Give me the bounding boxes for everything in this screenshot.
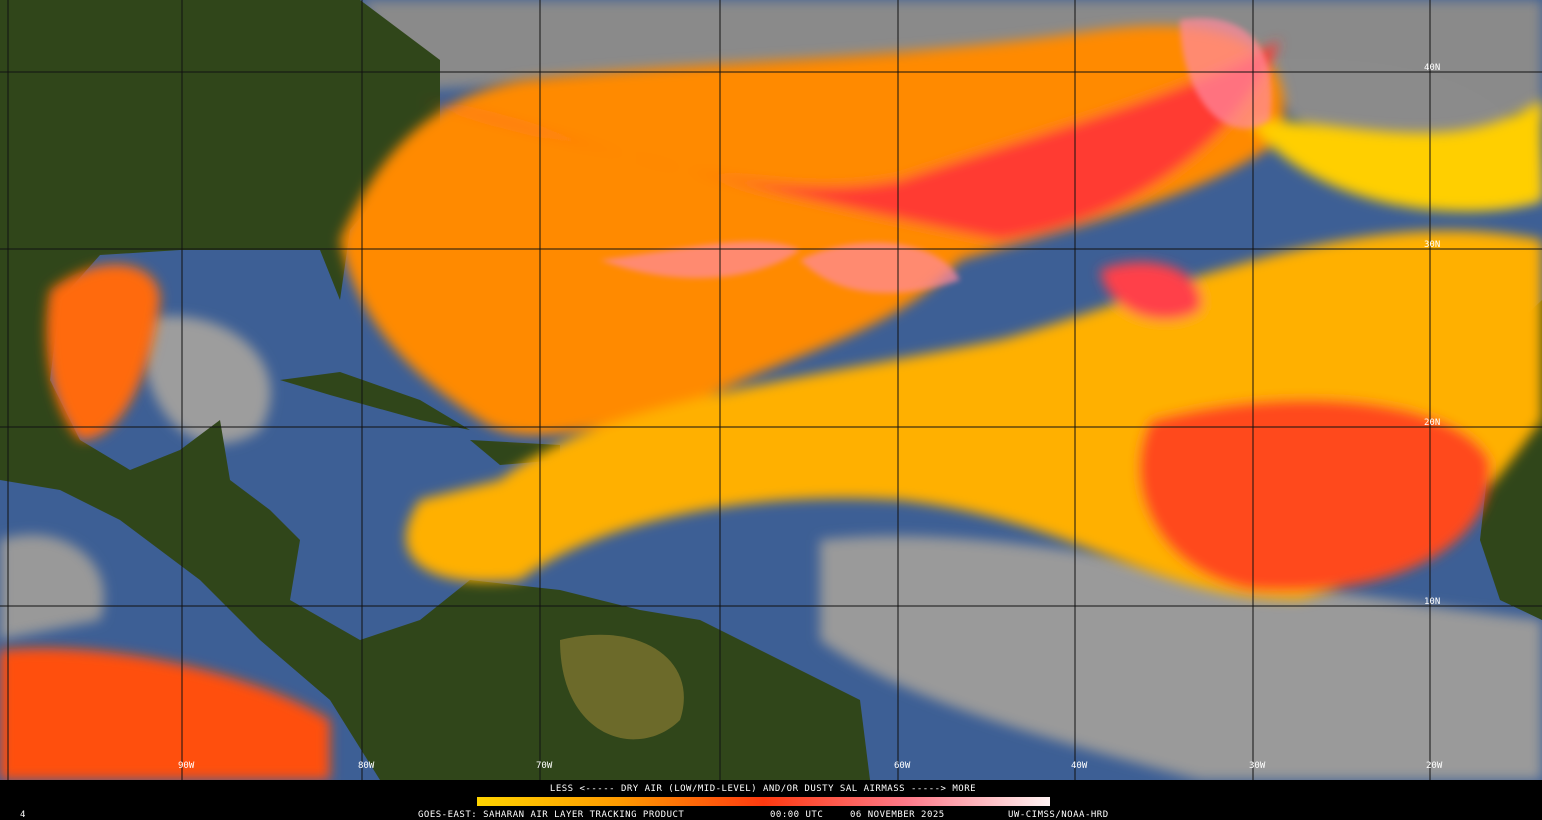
latitude-label: 20N — [1424, 418, 1440, 428]
latitude-labels: 40N 30N 20N 10N — [1424, 63, 1440, 607]
color-scale — [477, 797, 1050, 806]
longitude-label: 60W — [894, 761, 911, 771]
legend: LESS <----- DRY AIR (LOW/MID-LEVEL) AND/… — [0, 780, 1542, 820]
dust-airmass — [0, 25, 1542, 780]
longitude-label: 20W — [1426, 761, 1443, 771]
longitude-label: 30W — [1249, 761, 1266, 771]
legend-caption: LESS <----- DRY AIR (LOW/MID-LEVEL) AND/… — [550, 784, 976, 794]
latitude-label: 40N — [1424, 63, 1440, 73]
longitude-label: 40W — [1071, 761, 1088, 771]
latitude-label: 10N — [1424, 597, 1440, 607]
longitude-label: 70W — [536, 761, 553, 771]
longitude-label: 80W — [358, 761, 375, 771]
credit: UW-CIMSS/NOAA-HRD — [1008, 810, 1109, 820]
imagery — [0, 0, 1542, 780]
longitude-label: 90W — [178, 761, 195, 771]
dust-highlights — [600, 18, 1272, 294]
product-name: GOES-EAST: SAHARAN AIR LAYER TRACKING PR… — [418, 810, 684, 820]
time: 00:00 UTC — [770, 810, 823, 820]
graticule — [0, 0, 1542, 780]
date: 06 NOVEMBER 2025 — [850, 810, 945, 820]
longitude-labels: 90W 80W 70W 60W 40W 30W 20W — [178, 761, 1443, 771]
latitude-label: 30N — [1424, 240, 1440, 250]
frame-number: 4 — [20, 810, 26, 820]
